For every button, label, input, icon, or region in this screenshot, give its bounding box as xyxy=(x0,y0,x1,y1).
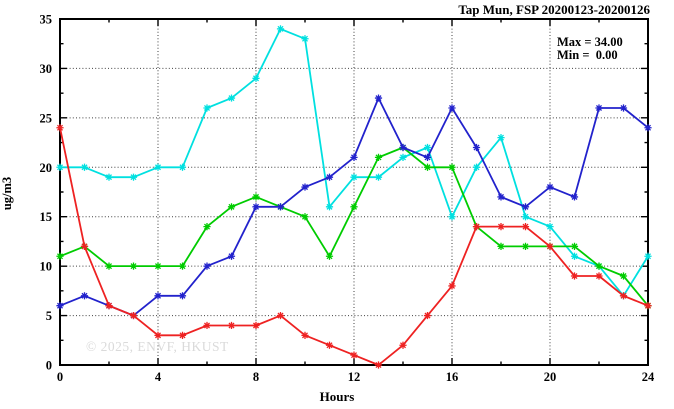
y-tick-label-25: 25 xyxy=(40,111,53,125)
max-annotation: Max = 34.00 xyxy=(557,35,623,49)
plot-border xyxy=(59,18,649,366)
series-line-cyan xyxy=(60,27,649,297)
y-axis-label: ug/m3 xyxy=(0,176,15,211)
chart-title: Tap Mun, FSP 20200123-20200126 xyxy=(458,2,650,17)
y-tick-label-35: 35 xyxy=(40,13,53,27)
watermark: © 2025, ENVF, HKUST xyxy=(86,339,229,354)
x-tick-label-12: 12 xyxy=(348,370,361,384)
y-tick-label-10: 10 xyxy=(40,260,53,274)
x-tick-label-8: 8 xyxy=(253,370,259,384)
y-tick-label-20: 20 xyxy=(40,161,53,175)
y-tick-label-30: 30 xyxy=(40,62,53,76)
y-tick-label-5: 5 xyxy=(46,309,52,323)
series-markers-green xyxy=(56,143,652,310)
x-tick-label-4: 4 xyxy=(155,370,162,384)
min-annotation: Min = 0.00 xyxy=(557,48,618,62)
y-tick-label-0: 0 xyxy=(46,359,52,373)
series-markers-cyan xyxy=(56,25,652,300)
x-axis-label: Hours xyxy=(319,389,355,404)
x-tick-label-20: 20 xyxy=(544,370,557,384)
x-tick-label-24: 24 xyxy=(642,370,655,384)
x-tick-label-16: 16 xyxy=(446,370,459,384)
series-markers-red xyxy=(56,124,652,369)
x-tick-label-0: 0 xyxy=(57,370,63,384)
y-tick-label-15: 15 xyxy=(40,210,53,224)
